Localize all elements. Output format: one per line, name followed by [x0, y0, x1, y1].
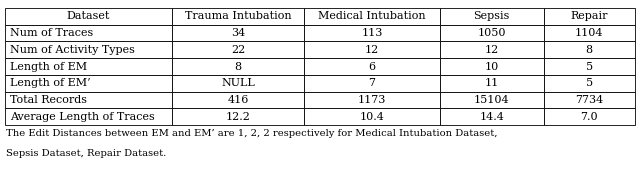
- Text: Dataset: Dataset: [67, 11, 110, 21]
- Text: 1050: 1050: [477, 28, 506, 38]
- Text: Length of EM: Length of EM: [10, 62, 88, 71]
- Text: 14.4: 14.4: [479, 112, 504, 122]
- Text: Length of EM’: Length of EM’: [10, 78, 91, 88]
- Bar: [304, 25, 440, 41]
- Bar: [440, 75, 543, 92]
- Bar: [304, 92, 440, 108]
- Text: Total Records: Total Records: [10, 95, 87, 105]
- Text: 12: 12: [484, 45, 499, 55]
- Text: 6: 6: [369, 62, 376, 71]
- Text: 5: 5: [586, 78, 593, 88]
- Text: 15104: 15104: [474, 95, 509, 105]
- Text: 1104: 1104: [575, 28, 604, 38]
- Text: 34: 34: [231, 28, 245, 38]
- Bar: [440, 8, 543, 25]
- Text: Repair: Repair: [570, 11, 608, 21]
- Text: 7: 7: [369, 78, 376, 88]
- Bar: [440, 41, 543, 58]
- Text: Average Length of Traces: Average Length of Traces: [10, 112, 155, 122]
- Bar: [5, 41, 172, 58]
- Text: Num of Activity Types: Num of Activity Types: [10, 45, 135, 55]
- Bar: [5, 108, 172, 125]
- Bar: [440, 58, 543, 75]
- Bar: [172, 58, 304, 75]
- Bar: [543, 92, 635, 108]
- Text: 8: 8: [586, 45, 593, 55]
- Text: 5: 5: [586, 62, 593, 71]
- Text: 11: 11: [484, 78, 499, 88]
- Text: 7734: 7734: [575, 95, 604, 105]
- Bar: [440, 108, 543, 125]
- Bar: [5, 58, 172, 75]
- Text: Sepsis Dataset, Repair Dataset.: Sepsis Dataset, Repair Dataset.: [6, 149, 166, 158]
- Text: 12.2: 12.2: [226, 112, 251, 122]
- Bar: [440, 92, 543, 108]
- Text: 7.0: 7.0: [580, 112, 598, 122]
- Bar: [5, 75, 172, 92]
- Bar: [304, 58, 440, 75]
- Text: Medical Intubation: Medical Intubation: [318, 11, 426, 21]
- Bar: [304, 41, 440, 58]
- Bar: [172, 8, 304, 25]
- Text: Trauma Intubation: Trauma Intubation: [185, 11, 291, 21]
- Bar: [304, 8, 440, 25]
- Text: NULL: NULL: [221, 78, 255, 88]
- Bar: [172, 41, 304, 58]
- Bar: [440, 25, 543, 41]
- Text: 1173: 1173: [358, 95, 386, 105]
- Text: Num of Traces: Num of Traces: [10, 28, 93, 38]
- Bar: [543, 58, 635, 75]
- Bar: [5, 92, 172, 108]
- Bar: [5, 8, 172, 25]
- Bar: [172, 92, 304, 108]
- Text: 10.4: 10.4: [360, 112, 385, 122]
- Text: 10: 10: [484, 62, 499, 71]
- Bar: [543, 41, 635, 58]
- Bar: [5, 25, 172, 41]
- Bar: [543, 25, 635, 41]
- Text: 8: 8: [235, 62, 242, 71]
- Text: The Edit Distances between EM and EM’ are 1, 2, 2 respectively for Medical Intub: The Edit Distances between EM and EM’ ar…: [6, 129, 498, 138]
- Text: 416: 416: [227, 95, 249, 105]
- Bar: [304, 75, 440, 92]
- Text: Sepsis: Sepsis: [474, 11, 510, 21]
- Bar: [172, 75, 304, 92]
- Bar: [172, 108, 304, 125]
- Text: 22: 22: [231, 45, 245, 55]
- Bar: [304, 108, 440, 125]
- Bar: [172, 25, 304, 41]
- Text: 12: 12: [365, 45, 379, 55]
- Bar: [543, 108, 635, 125]
- Text: 113: 113: [361, 28, 383, 38]
- Bar: [543, 75, 635, 92]
- Bar: [543, 8, 635, 25]
